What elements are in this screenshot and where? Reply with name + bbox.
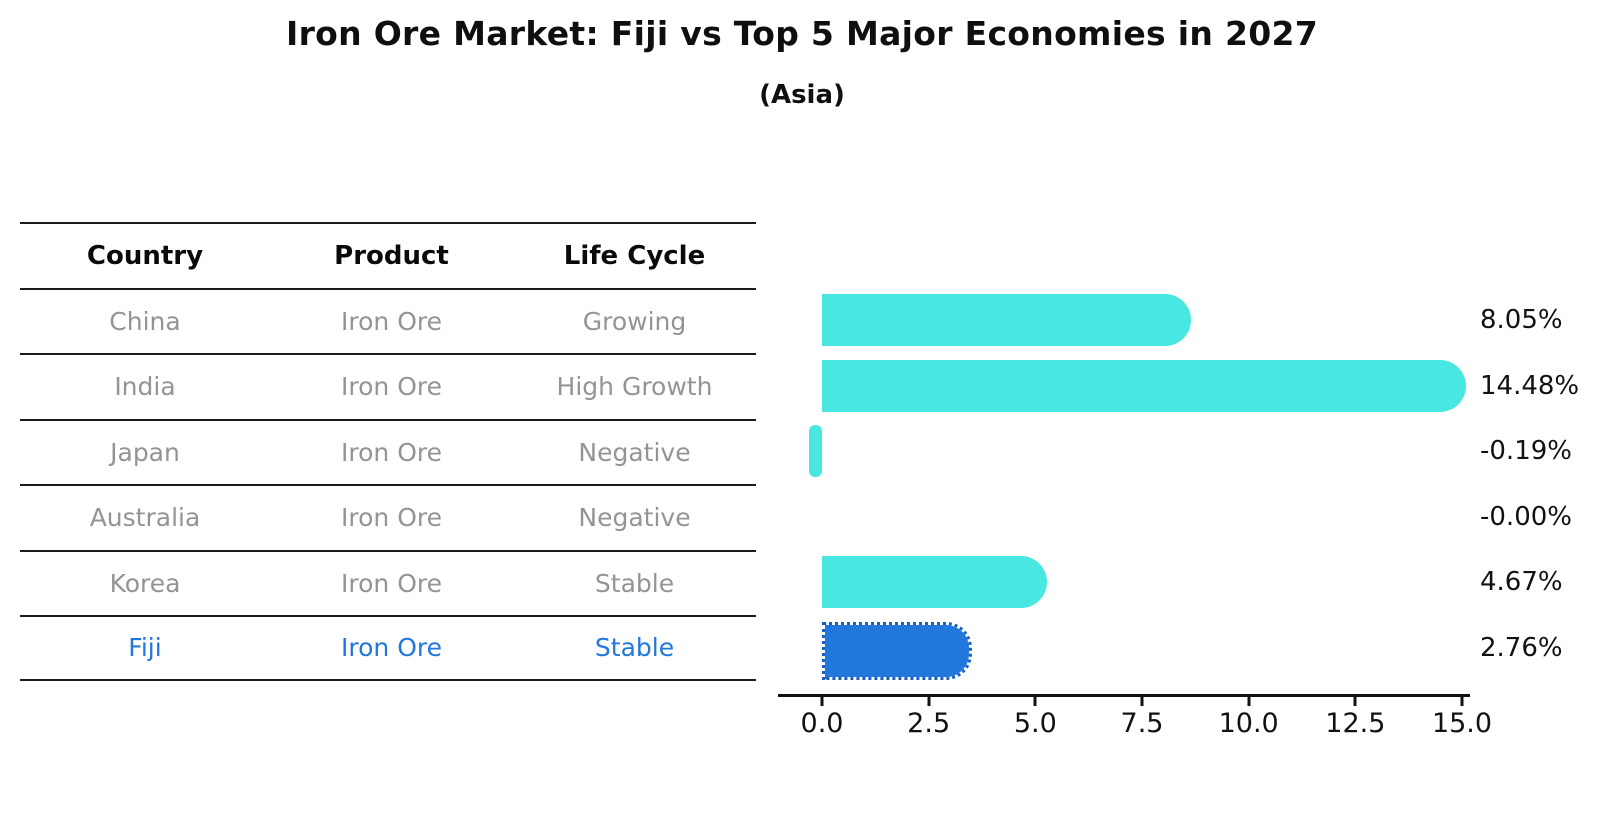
table-cell-life-cycle: Stable <box>594 633 675 663</box>
x-axis-tick <box>1033 697 1037 706</box>
table-row: Fiji Iron Ore Stable <box>20 615 756 681</box>
bar-china <box>822 294 1192 346</box>
table-body: China Iron Ore Growing India Iron Ore High Gr… <box>20 287 756 681</box>
table-cell-country: India <box>114 372 176 402</box>
column-header-life-cycle: Life Cycle <box>563 240 706 271</box>
table-cell-country: Fiji <box>128 633 162 663</box>
chart-title: Iron Ore Market: Fiji vs Top 5 Major Eco… <box>286 14 1318 53</box>
table-cell-life-cycle: High Growth <box>556 372 713 402</box>
value-label-japan: -0.19% <box>1480 436 1572 466</box>
x-axis-tick-label: 2.5 <box>907 708 951 739</box>
x-axis-tick <box>820 697 824 706</box>
value-label-fiji: 2.76% <box>1480 632 1563 663</box>
table-row: Australia Iron Ore Negative <box>20 484 756 550</box>
table-cell-country: Australia <box>89 503 201 533</box>
table-cell-life-cycle: Negative <box>578 503 691 533</box>
bar-japan <box>808 425 822 477</box>
table-cell-product: Iron Ore <box>341 633 442 663</box>
value-label-australia: -0.00% <box>1480 501 1572 532</box>
table-row: India Iron Ore High Growth <box>20 353 756 419</box>
x-axis-tick <box>927 697 931 706</box>
bar-india <box>822 359 1466 412</box>
bar-korea <box>822 556 1048 608</box>
x-axis-tick-label: 7.5 <box>1120 708 1164 739</box>
x-axis-tick <box>1353 697 1357 706</box>
bar-fiji <box>822 621 972 680</box>
table-cell-product: Iron Ore <box>341 372 442 402</box>
table-cell-product: Iron Ore <box>341 568 442 598</box>
x-axis-tick-label: 10.0 <box>1218 708 1279 739</box>
table-cell-product: Iron Ore <box>341 437 442 467</box>
table-cell-country: Korea <box>109 568 181 598</box>
x-axis-line <box>778 694 1470 697</box>
x-axis-tick <box>1247 697 1251 706</box>
table-row: Korea Iron Ore Stable <box>20 549 756 616</box>
value-label-india: 14.48% <box>1480 370 1580 401</box>
table-cell-life-cycle: Growing <box>582 306 687 336</box>
column-header-country: Country <box>86 240 204 271</box>
column-header-product: Product <box>334 240 449 271</box>
x-axis-tick <box>1140 697 1144 706</box>
value-label-china: 8.05% <box>1480 305 1563 335</box>
x-axis-tick-label: 15.0 <box>1431 708 1493 739</box>
country-table: Country Product Life Cycle China Iron Ore… <box>20 222 756 681</box>
table-cell-country: Japan <box>110 437 180 467</box>
table-row: China Iron Ore Growing <box>20 287 756 354</box>
table-header-row: Country Product Life Cycle <box>20 222 756 288</box>
x-axis-tick-label: 12.5 <box>1325 708 1386 739</box>
table-row: Japan Iron Ore Negative <box>20 418 756 485</box>
table-cell-life-cycle: Stable <box>594 568 675 598</box>
value-label-korea: 4.67% <box>1480 567 1563 597</box>
table-cell-product: Iron Ore <box>341 306 442 336</box>
chart-subtitle: (Asia) <box>759 80 845 110</box>
x-axis-tick-label: 5.0 <box>1013 708 1057 739</box>
x-axis-tick-label: 0.0 <box>800 708 844 739</box>
table-cell-product: Iron Ore <box>341 503 442 533</box>
x-axis-tick <box>1460 697 1464 706</box>
table-cell-country: China <box>109 306 181 336</box>
table-cell-life-cycle: Negative <box>578 437 691 467</box>
